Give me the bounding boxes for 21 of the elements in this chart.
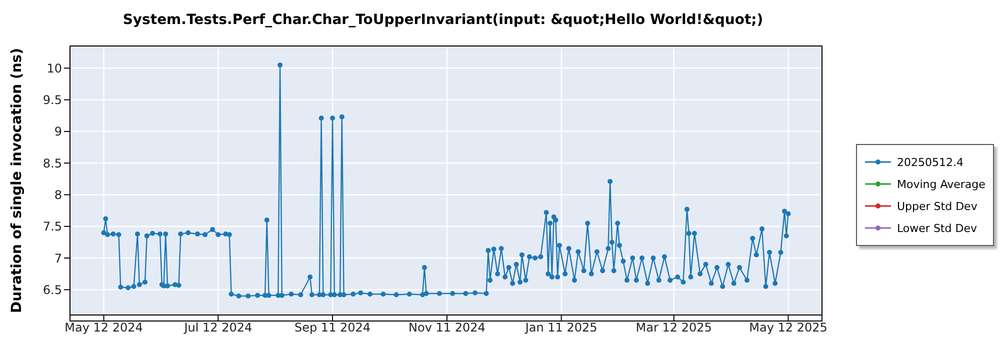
x-tick-label: May 12 2025 <box>749 320 828 335</box>
x-tick-label: Sep 11 2024 <box>294 320 371 335</box>
y-tick-label: 10 <box>46 61 62 76</box>
x-tick-label: Jul 12 2024 <box>183 320 252 335</box>
legend-label: Moving Average <box>897 178 986 190</box>
x-tick-label: Jan 11 2025 <box>524 320 598 335</box>
y-tick-label: 9 <box>54 124 62 139</box>
legend-label: 20250512.4 <box>897 156 964 168</box>
chart-title: System.Tests.Perf_Char.Char_ToUpperInvariant(input: &quot;Hello World!&quot;) <box>122 12 764 28</box>
x-tick-label: May 12 2024 <box>64 320 143 335</box>
y-tick-label: 9.5 <box>42 93 62 108</box>
y-tick-label: 7.5 <box>42 220 62 234</box>
y-axis-title: Duration of single invocation (ns) <box>8 48 25 314</box>
y-tick-label: 8.5 <box>42 156 62 170</box>
y-tick-label: 7 <box>54 251 62 266</box>
x-tick-label: Nov 11 2024 <box>408 320 486 335</box>
y-tick-label: 6.5 <box>42 282 62 297</box>
x-tick-label: Mar 12 2025 <box>636 320 712 335</box>
legend-label: Upper Std Dev <box>897 200 978 212</box>
y-tick-label: 8 <box>54 188 62 202</box>
legend-label: Lower Std Dev <box>897 222 977 234</box>
